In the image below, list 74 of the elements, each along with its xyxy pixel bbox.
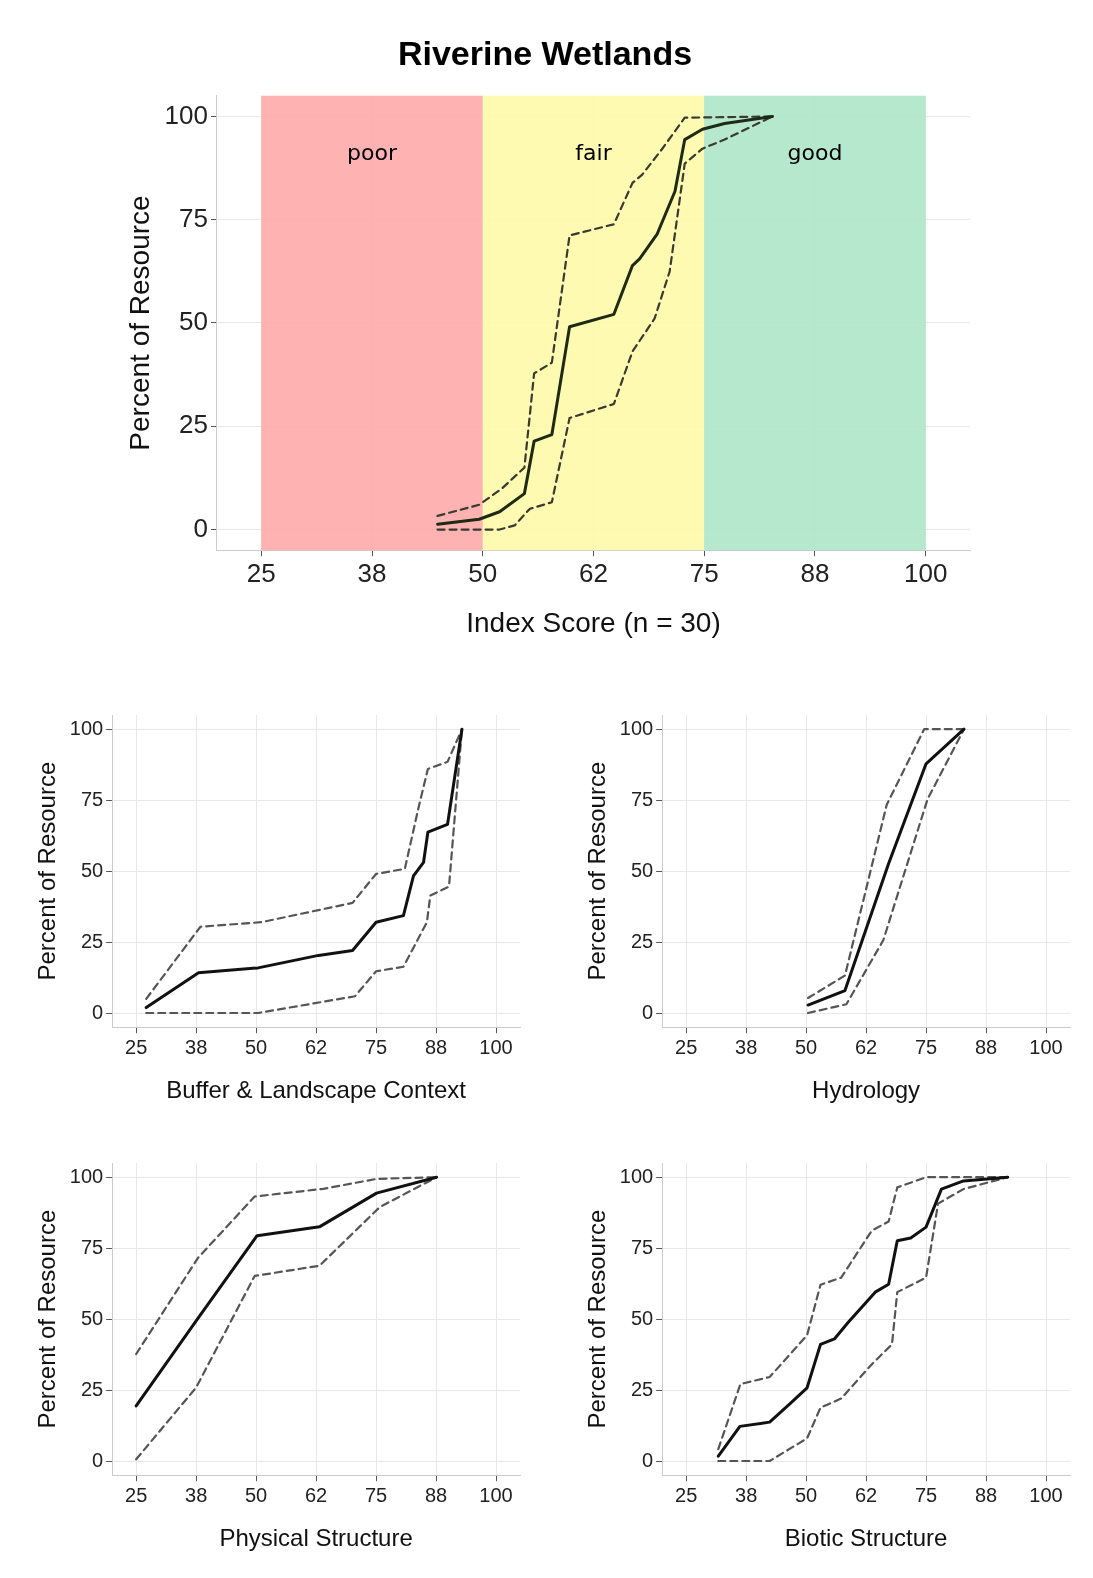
y-axis-title: Percent of Resource <box>123 195 155 451</box>
x-tick-label: 62 <box>854 1035 878 1058</box>
x-axis-title: Biotic Structure <box>784 1524 948 1552</box>
x-tick-label: 25 <box>125 1483 148 1506</box>
y-tick-label: 0 <box>92 1448 104 1471</box>
x-tick-label: 88 <box>800 557 830 588</box>
x-tick-label: 38 <box>185 1035 208 1058</box>
x-tick-label: 62 <box>304 1035 328 1058</box>
y-tick-label: 25 <box>630 1377 654 1400</box>
x-tick-label: 62 <box>304 1483 328 1506</box>
y-tick-label: 25 <box>630 929 654 952</box>
y-axis-title: Percent of Resource <box>33 761 61 981</box>
band-label: fair <box>575 139 613 165</box>
band-label: poor <box>347 139 398 165</box>
x-tick-label: 38 <box>735 1483 758 1506</box>
x-tick-label: 50 <box>794 1483 818 1506</box>
y-tick-label: 75 <box>630 1235 654 1258</box>
y-tick-label: 25 <box>80 929 104 952</box>
x-tick-label: 62 <box>579 557 608 588</box>
x-tick-label: 38 <box>735 1035 758 1058</box>
y-tick-label: 0 <box>642 1448 654 1471</box>
y-tick-label: 100 <box>619 716 654 739</box>
x-tick-label: 88 <box>424 1483 448 1506</box>
x-tick-label: 100 <box>1029 1035 1063 1058</box>
x-tick-label: 50 <box>794 1035 818 1058</box>
x-tick-label: 100 <box>479 1483 513 1506</box>
y-tick-label: 50 <box>630 1306 654 1329</box>
x-tick-label: 100 <box>904 557 948 588</box>
x-tick-label: 100 <box>1029 1483 1063 1506</box>
x-tick-label: 38 <box>185 1483 208 1506</box>
x-tick-label: 88 <box>974 1483 998 1506</box>
x-axis-title: Physical Structure <box>219 1524 413 1552</box>
y-tick-label: 75 <box>80 1235 104 1258</box>
x-tick-label: 50 <box>244 1035 268 1058</box>
y-tick-label: 75 <box>630 787 654 810</box>
x-tick-label: 88 <box>974 1035 998 1058</box>
x-tick-label: 75 <box>914 1483 938 1506</box>
y-tick-label: 50 <box>80 858 104 881</box>
y-tick-label: 75 <box>179 202 208 233</box>
x-tick-label: 25 <box>246 557 276 588</box>
x-tick-label: 100 <box>479 1035 513 1058</box>
y-tick-label: 0 <box>193 512 208 543</box>
y-tick-label: 50 <box>80 1306 104 1329</box>
y-tick-label: 100 <box>69 716 104 739</box>
y-tick-label: 100 <box>164 99 208 130</box>
x-axis-title: Index Score (n = 30) <box>466 606 721 638</box>
x-tick-label: 25 <box>675 1035 698 1058</box>
x-tick-label: 62 <box>854 1483 878 1506</box>
x-tick-label: 75 <box>914 1035 938 1058</box>
x-axis-title: Hydrology <box>812 1076 921 1104</box>
x-tick-label: 75 <box>364 1483 388 1506</box>
y-tick-label: 75 <box>80 787 104 810</box>
band-label: good <box>787 139 843 165</box>
y-axis-title: Percent of Resource <box>583 761 611 981</box>
x-tick-label: 75 <box>689 557 719 588</box>
x-tick-label: 25 <box>675 1483 698 1506</box>
x-tick-label: 75 <box>364 1035 388 1058</box>
y-tick-label: 100 <box>619 1164 654 1187</box>
y-tick-label: 25 <box>179 409 208 440</box>
y-tick-label: 0 <box>92 1000 104 1023</box>
y-axis-title: Percent of Resource <box>33 1209 61 1429</box>
x-tick-label: 88 <box>424 1035 448 1058</box>
x-tick-label: 25 <box>125 1035 148 1058</box>
x-tick-label: 50 <box>244 1483 268 1506</box>
y-tick-label: 50 <box>630 858 654 881</box>
y-tick-label: 0 <box>642 1000 654 1023</box>
x-tick-label: 50 <box>468 557 498 588</box>
x-axis-title: Buffer & Landscape Context <box>166 1076 467 1104</box>
y-axis-title: Percent of Resource <box>583 1209 611 1429</box>
chart-title: Riverine Wetlands <box>397 33 693 72</box>
x-tick-label: 38 <box>357 557 387 588</box>
y-tick-label: 100 <box>69 1164 104 1187</box>
y-tick-label: 25 <box>80 1377 104 1400</box>
y-tick-label: 50 <box>179 306 208 337</box>
